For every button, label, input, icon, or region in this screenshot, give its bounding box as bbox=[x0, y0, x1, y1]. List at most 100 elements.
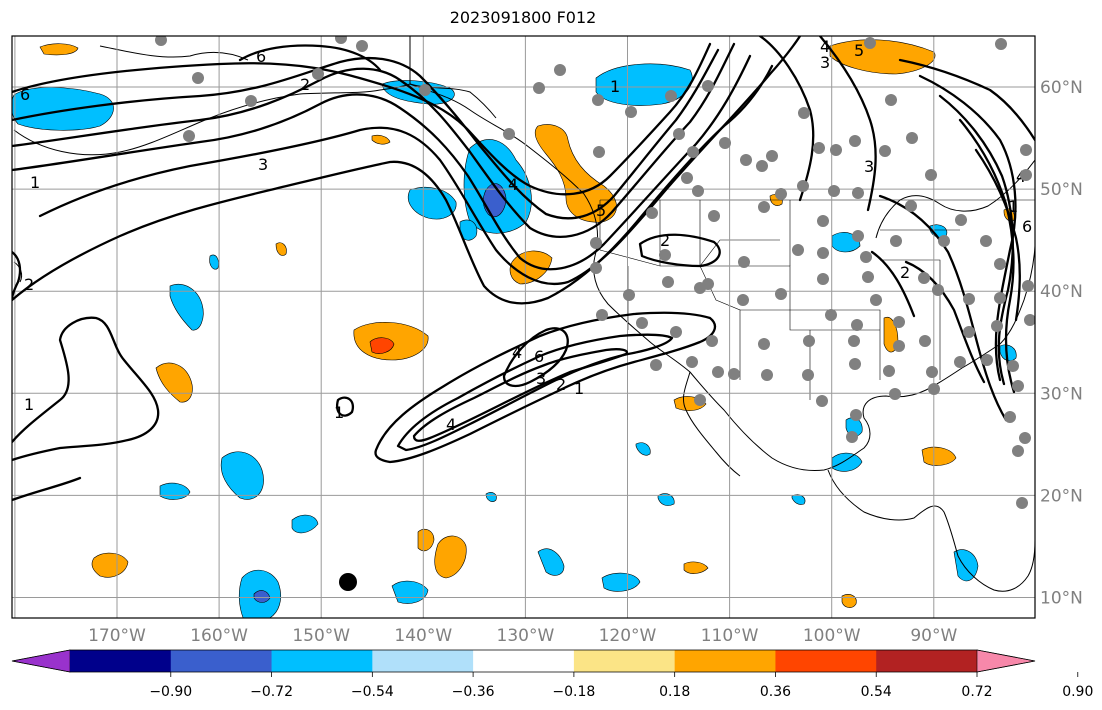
station-dot bbox=[1020, 144, 1032, 156]
station-dot bbox=[932, 284, 944, 296]
station-dot bbox=[659, 249, 671, 261]
negative-anomaly-area bbox=[831, 452, 863, 472]
colorbar-segment bbox=[70, 650, 172, 672]
station-dot bbox=[1022, 280, 1034, 292]
station-dot bbox=[1019, 432, 1031, 444]
colorbar-tick-label: 0.54 bbox=[861, 684, 892, 700]
station-dot bbox=[825, 309, 837, 321]
positive-anomaly-area bbox=[434, 535, 467, 579]
longitude-label: 130°W bbox=[497, 626, 555, 646]
station-dot bbox=[885, 94, 897, 106]
station-dot bbox=[590, 237, 602, 249]
station-dot bbox=[694, 394, 706, 406]
colorbar-tick-label: −0.72 bbox=[250, 684, 293, 700]
colorbar-segment bbox=[876, 650, 978, 672]
contour-label: 5 bbox=[854, 41, 864, 60]
colorbar-segment bbox=[674, 650, 776, 672]
contour-label: 2 bbox=[660, 231, 670, 250]
station-dot bbox=[918, 272, 930, 284]
station-dot bbox=[623, 289, 635, 301]
station-dot bbox=[662, 276, 674, 288]
station-dot bbox=[817, 273, 829, 285]
map-title: 2023091800 F012 bbox=[449, 8, 597, 27]
station-dot bbox=[846, 431, 858, 443]
station-dot bbox=[183, 130, 195, 142]
station-dot bbox=[192, 72, 204, 84]
station-dot bbox=[312, 68, 324, 80]
contour-labels: 6 6 5 4 3 3 2 2 1 1 1 6 5 4 4 3 2 1 4 6 … bbox=[20, 37, 1032, 434]
contour-label: 4 bbox=[508, 175, 518, 194]
station-dot bbox=[702, 80, 714, 92]
colorbar-tick-label: −0.36 bbox=[452, 684, 495, 700]
contour-label: 3 bbox=[536, 369, 546, 388]
station-dot bbox=[728, 368, 740, 380]
latitude-label: 20°N bbox=[1040, 486, 1083, 506]
graticule bbox=[12, 36, 1035, 618]
negative-anomaly-area bbox=[169, 284, 204, 331]
positive-anomaly-area bbox=[841, 594, 857, 608]
positive-anomaly-area bbox=[275, 242, 287, 256]
negative-anomaly-area bbox=[291, 514, 319, 534]
contour-label: 4 bbox=[820, 37, 830, 56]
contour-label: 1 bbox=[30, 173, 40, 192]
latitude-label: 60°N bbox=[1040, 78, 1083, 98]
longitude-labels: 170°W 160°W 150°W 140°W 130°W 120°W 110°W 100°W… bbox=[88, 626, 957, 646]
contour-label: 6 bbox=[20, 85, 30, 104]
station-dot bbox=[665, 90, 677, 102]
station-dot bbox=[803, 335, 815, 347]
station-dot bbox=[994, 292, 1006, 304]
negative-anomaly-area bbox=[999, 344, 1017, 362]
station-dot bbox=[994, 258, 1006, 270]
station-dot bbox=[883, 365, 895, 377]
contour-label: 2 bbox=[556, 375, 566, 394]
contour-label: 1 bbox=[24, 395, 34, 414]
station-dot bbox=[761, 369, 773, 381]
station-dot bbox=[995, 38, 1007, 50]
station-dot bbox=[708, 210, 720, 222]
longitude-label: 150°W bbox=[292, 626, 350, 646]
latitude-label: 50°N bbox=[1040, 180, 1083, 200]
positive-anomaly-area bbox=[155, 362, 193, 403]
negative-anomaly-area bbox=[953, 549, 979, 582]
station-dot bbox=[980, 235, 992, 247]
latitude-label: 30°N bbox=[1040, 384, 1083, 404]
contour-lines bbox=[12, 36, 1035, 502]
station-dot bbox=[928, 383, 940, 395]
station-dot bbox=[554, 64, 566, 76]
longitude-label: 110°W bbox=[701, 626, 759, 646]
station-dot bbox=[817, 247, 829, 259]
station-dot bbox=[991, 320, 1003, 332]
station-dot bbox=[1020, 169, 1032, 181]
station-dot bbox=[1012, 445, 1024, 457]
station-dot bbox=[817, 215, 829, 227]
longitude-label: 90°W bbox=[910, 626, 957, 646]
positive-anomaly-area bbox=[921, 446, 957, 466]
colorbar-tick-label: 0.72 bbox=[961, 684, 992, 700]
station-dot bbox=[798, 107, 810, 119]
latitude-label: 40°N bbox=[1040, 282, 1083, 302]
station-dot bbox=[687, 146, 699, 158]
colorbar-tick-label: 0.36 bbox=[760, 684, 791, 700]
station-dot bbox=[852, 230, 864, 242]
coastlines bbox=[13, 36, 1035, 592]
station-dot bbox=[816, 395, 828, 407]
station-dot bbox=[419, 84, 431, 96]
contour-label: 1 bbox=[334, 403, 344, 422]
station-dot bbox=[533, 82, 545, 94]
station-dot bbox=[919, 335, 931, 347]
station-dot bbox=[625, 106, 637, 118]
station-dot bbox=[890, 235, 902, 247]
colorbar-tick-label: −0.90 bbox=[149, 684, 192, 700]
negative-anomaly-area bbox=[537, 548, 565, 576]
contour-label: 5 bbox=[596, 201, 606, 220]
longitude-label: 100°W bbox=[803, 626, 861, 646]
station-dot bbox=[738, 256, 750, 268]
colorbar-extend-high bbox=[976, 649, 1036, 673]
contour-label: 2 bbox=[24, 275, 34, 294]
contour-label: 3 bbox=[258, 155, 268, 174]
contour-label: 3 bbox=[820, 53, 830, 72]
negative-anomaly-area bbox=[209, 254, 219, 270]
station-dot bbox=[335, 36, 347, 44]
station-dot bbox=[870, 294, 882, 306]
